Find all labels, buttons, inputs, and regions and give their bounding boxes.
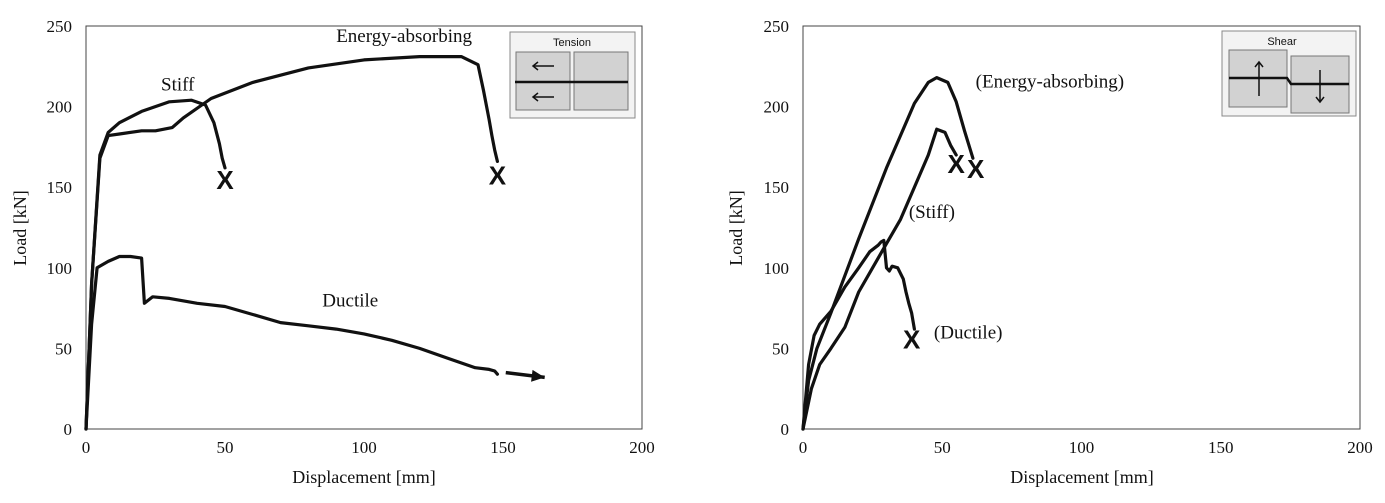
annotation-layer: Energy-absorbing Stiff Ductile — [161, 26, 472, 311]
series-annotation: (Energy-absorbing) — [976, 71, 1124, 92]
x-tick-label: 100 — [1069, 438, 1095, 457]
series-line-ductile — [84, 254, 499, 431]
x-axis-label: Displacement [mm] — [292, 467, 435, 487]
y-tick-label: 200 — [764, 98, 790, 117]
y-tick-label: 0 — [781, 420, 790, 439]
x-tick-label: 50 — [217, 438, 234, 457]
inset-tension: Tension — [509, 31, 636, 119]
y-tick-labels: 0 50 100 150 200 250 — [47, 17, 73, 439]
x-tick-labels: 0 50 100 150 200 — [82, 438, 655, 457]
y-tick-label: 150 — [764, 178, 790, 197]
y-axis-label: Load [kN] — [726, 190, 746, 265]
x-tick-label: 0 — [82, 438, 91, 457]
failure-mark-energy-absorbing: X — [489, 160, 507, 190]
inset-title: Shear — [1267, 36, 1297, 48]
y-tick-label: 250 — [764, 17, 790, 36]
series-line-stiff — [801, 127, 958, 431]
series-line-energy-absorbing — [84, 54, 499, 431]
series-layer: XXX — [801, 75, 985, 431]
annotation-layer: (Energy-absorbing) (Stiff) (Ductile) — [909, 71, 1124, 343]
y-tick-label: 0 — [64, 420, 73, 439]
failure-mark-stiff: X — [216, 165, 234, 195]
arrow-left-icon — [531, 92, 554, 102]
x-tick-label: 100 — [351, 438, 377, 457]
x-tick-label: 150 — [490, 438, 516, 457]
y-tick-labels: 0 50 100 150 200 250 — [764, 17, 790, 439]
continuation-arrow-icon — [505, 369, 545, 382]
y-tick-label: 200 — [47, 98, 73, 117]
arrow-left-icon — [531, 61, 554, 71]
series-line-stiff — [84, 98, 227, 431]
inset-title: Tension — [553, 37, 591, 49]
series-annotation: Stiff — [161, 74, 195, 95]
y-tick-label: 250 — [47, 17, 73, 36]
series-annotation: Ductile — [322, 290, 378, 311]
y-tick-label: 100 — [764, 259, 790, 278]
x-tick-label: 150 — [1208, 438, 1234, 457]
y-tick-label: 50 — [772, 339, 789, 358]
series-annotation: (Stiff) — [909, 202, 955, 223]
y-tick-label: 50 — [55, 339, 72, 358]
arrow-down-icon — [1315, 70, 1325, 104]
inset-shear: Shear — [1221, 30, 1357, 117]
failure-mark-ductile: X — [903, 325, 921, 355]
x-tick-labels: 0 50 100 150 200 — [799, 438, 1373, 457]
plot-frame — [802, 25, 1361, 430]
y-axis-label: Load [kN] — [10, 190, 30, 265]
y-tick-label: 100 — [47, 259, 73, 278]
failure-mark-stiff: X — [948, 149, 966, 179]
series-annotation: (Ductile) — [934, 323, 1003, 344]
y-tick-label: 150 — [47, 178, 73, 197]
arrow-up-icon — [1254, 60, 1264, 96]
x-tick-label: 50 — [934, 438, 951, 457]
x-tick-label: 200 — [1347, 438, 1373, 457]
x-tick-label: 200 — [629, 438, 655, 457]
chart-tension: 0 50 100 150 200 0 50 100 150 200 250 Displacemen… — [10, 17, 655, 487]
failure-mark-energy-absorbing: X — [967, 154, 985, 184]
series-line-ductile — [801, 238, 917, 431]
plot-frame — [85, 25, 643, 430]
x-axis-label: Displacement [mm] — [1010, 467, 1153, 487]
series-line-energy-absorbing — [801, 75, 975, 431]
series-annotation: Energy-absorbing — [336, 26, 472, 47]
chart-shear: 0 50 100 150 200 0 50 100 150 200 250 Displacemen… — [726, 17, 1373, 487]
x-tick-label: 0 — [799, 438, 808, 457]
